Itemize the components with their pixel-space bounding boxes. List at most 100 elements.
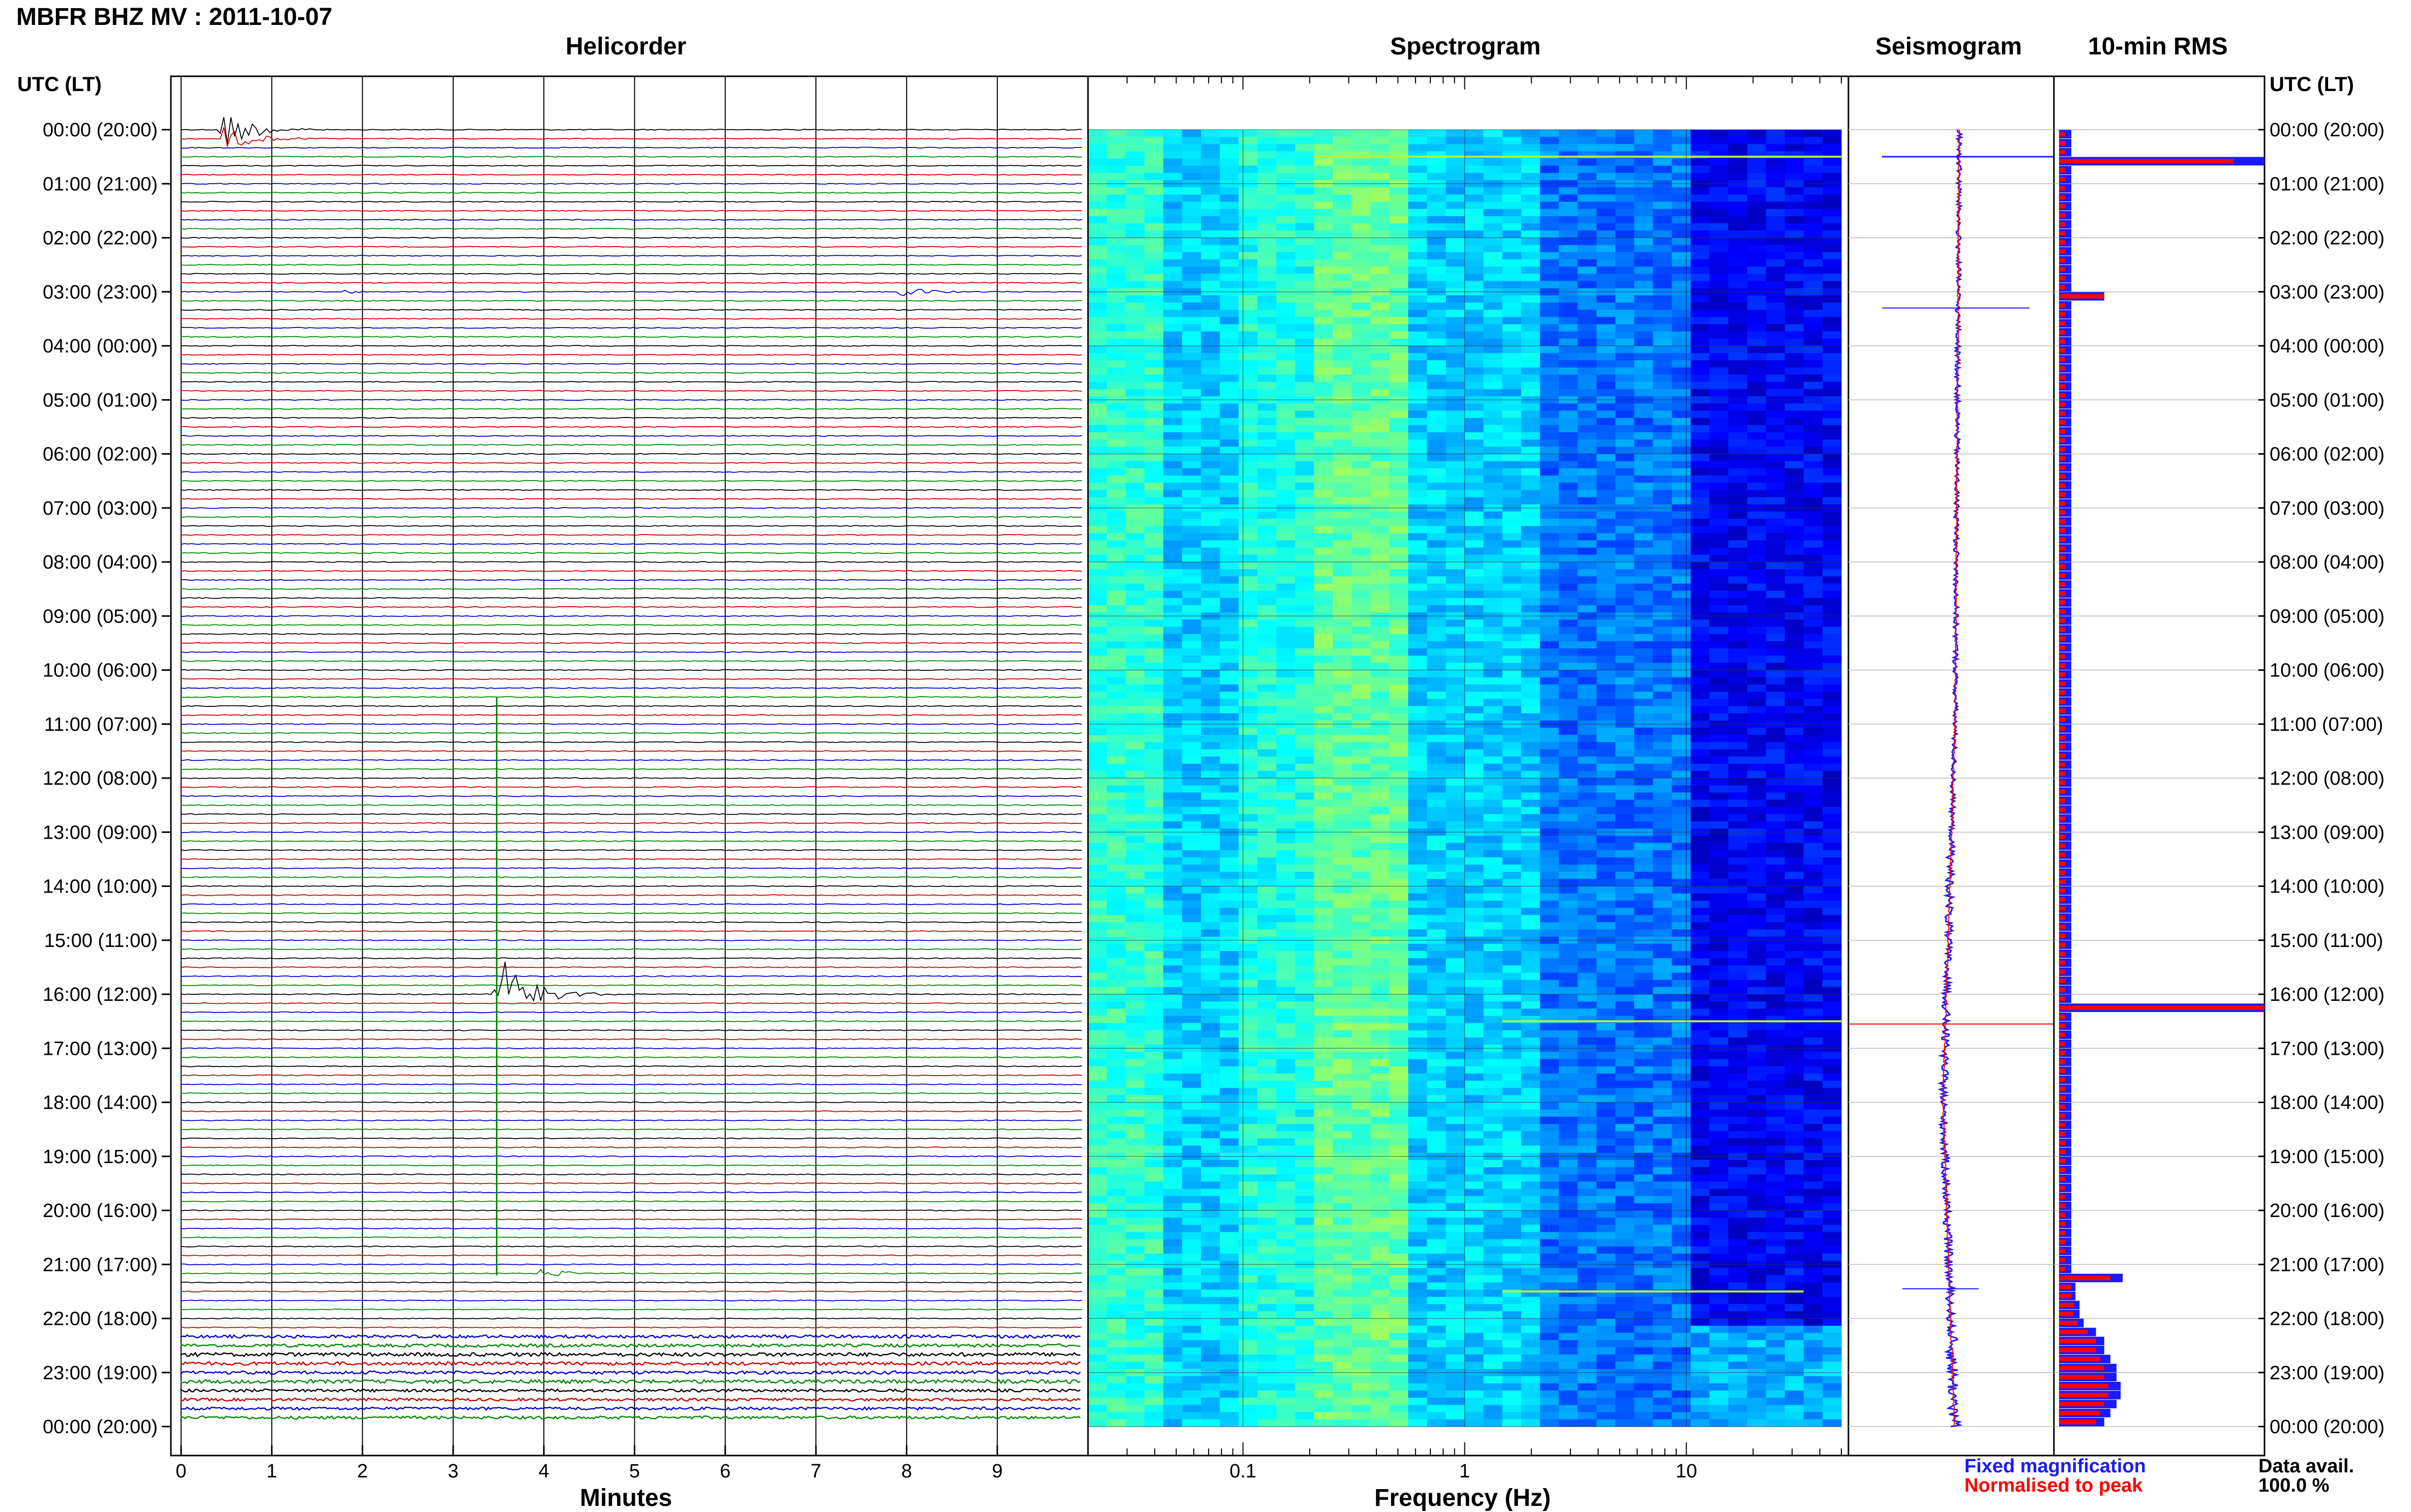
spectrogram-cell	[1578, 360, 1597, 368]
spectrogram-cell	[1521, 526, 1541, 533]
spectrogram-cell	[1484, 569, 1503, 577]
spectrogram-cell	[1597, 310, 1616, 317]
spectrogram-cell	[1691, 533, 1710, 541]
spectrogram-cell	[1239, 930, 1258, 937]
spectrogram-cell	[1615, 901, 1635, 908]
spectrogram-cell	[1822, 605, 1842, 613]
spectrogram-cell	[1427, 274, 1446, 281]
spectrogram-cell	[1653, 714, 1672, 721]
spectrogram-cell	[1503, 792, 1522, 800]
spectrogram-cell	[1389, 735, 1408, 743]
spectrogram-cell	[1465, 980, 1484, 988]
spectrogram-cell	[1257, 266, 1277, 274]
spectrogram-cell	[1822, 714, 1842, 721]
spectrogram-cell	[1295, 425, 1314, 433]
spectrogram-cell	[1521, 432, 1541, 440]
spectrogram-cell	[1239, 915, 1258, 923]
spectrogram-cell	[1503, 663, 1522, 670]
spectrogram-cell	[1427, 886, 1446, 894]
spectrogram-cell	[1257, 872, 1277, 879]
spectrogram-cell	[1126, 195, 1145, 202]
spectrogram-cell	[1107, 598, 1126, 606]
spectrogram-cell	[1333, 130, 1352, 137]
spectrogram-cell	[1163, 814, 1183, 822]
spectrogram-cell	[1578, 965, 1597, 973]
spectrogram-cell	[1220, 360, 1239, 368]
spectrogram-cell	[1540, 699, 1560, 706]
spectrogram-cell	[1446, 735, 1465, 743]
spectrogram-cell	[1389, 411, 1408, 419]
spectrogram-cell	[1653, 216, 1672, 224]
spectrogram-cell	[1107, 792, 1126, 800]
spectrogram-cell	[1239, 303, 1258, 310]
spectrogram-cell	[1144, 699, 1164, 706]
spectrogram-cell	[1370, 533, 1390, 541]
spectrogram-cell	[1634, 807, 1654, 815]
spectrogram-cell	[1634, 202, 1654, 210]
spectrogram-cell	[1314, 281, 1333, 289]
spectrogram-cell	[1691, 800, 1710, 808]
spectrogram-cell	[1465, 749, 1484, 757]
spectrogram-cell	[1126, 555, 1145, 562]
spectrogram-cell	[1144, 144, 1164, 152]
spectrogram-cell	[1785, 598, 1804, 606]
spectrogram-cell	[1710, 439, 1729, 447]
spectrogram-cell	[1540, 591, 1560, 599]
spectrogram-cell	[1747, 562, 1767, 570]
spectrogram-cell	[1163, 771, 1183, 779]
spectrogram-cell	[1126, 619, 1145, 627]
spectrogram-cell	[1503, 872, 1522, 879]
spectrogram-cell	[1107, 454, 1126, 462]
spectrogram-cell	[1747, 944, 1767, 952]
spectrogram-cell	[1503, 166, 1522, 173]
spectrogram-cell	[1333, 173, 1352, 181]
spectrogram-cell	[1276, 375, 1296, 382]
spectrogram-cell	[1465, 699, 1484, 706]
spectrogram-cell	[1634, 425, 1654, 433]
spectrogram-cell	[1559, 908, 1578, 915]
spectrogram-cell	[1615, 958, 1635, 966]
spectrogram-cell	[1088, 764, 1107, 772]
spectrogram-cell	[1822, 648, 1842, 656]
spectrogram-cell	[1615, 230, 1635, 238]
spectrogram-cell	[1785, 627, 1804, 635]
spectrogram-cell	[1503, 785, 1522, 793]
spectrogram-cell	[1766, 951, 1785, 959]
spectrogram-cell	[1295, 850, 1314, 858]
spectrogram-cell	[1427, 368, 1446, 375]
spectrogram-cell	[1540, 187, 1560, 195]
spectrogram-cell	[1295, 965, 1314, 973]
spectrogram-cell	[1427, 555, 1446, 562]
spectrogram-cell	[1691, 303, 1710, 310]
spectrogram-cell	[1615, 324, 1635, 332]
spectrogram-cell	[1785, 159, 1804, 166]
spectrogram-cell	[1333, 915, 1352, 923]
spectrogram-cell	[1314, 519, 1333, 526]
spectrogram-cell	[1540, 173, 1560, 181]
spectrogram-cell	[1144, 728, 1164, 735]
spectrogram-cell	[1465, 944, 1484, 952]
spectrogram-cell	[1351, 238, 1371, 246]
spectrogram-cell	[1257, 605, 1277, 613]
spectrogram-cell	[1465, 591, 1484, 599]
spectrogram-cell	[1446, 576, 1465, 584]
spectrogram-cell	[1257, 821, 1277, 829]
spectrogram-cell	[1220, 908, 1239, 915]
spectrogram-cell	[1540, 930, 1560, 937]
spectrogram-cell	[1239, 317, 1258, 324]
spectrogram-cell	[1144, 324, 1164, 332]
spectrogram-cell	[1465, 295, 1484, 303]
spectrogram-cell	[1427, 173, 1446, 181]
spectrogram-cell	[1276, 519, 1296, 526]
spectrogram-cell	[1747, 483, 1767, 490]
spectrogram-cell	[1691, 310, 1710, 317]
spectrogram-cell	[1389, 533, 1408, 541]
spectrogram-cell	[1540, 368, 1560, 375]
spectrogram-cell	[1728, 562, 1748, 570]
spectrogram-cell	[1126, 187, 1145, 195]
spectrogram-cell	[1521, 187, 1541, 195]
spectrogram-cell	[1653, 627, 1672, 635]
spectrogram-cell	[1295, 541, 1314, 548]
spectrogram-cell	[1728, 735, 1748, 743]
spectrogram-cell	[1295, 368, 1314, 375]
